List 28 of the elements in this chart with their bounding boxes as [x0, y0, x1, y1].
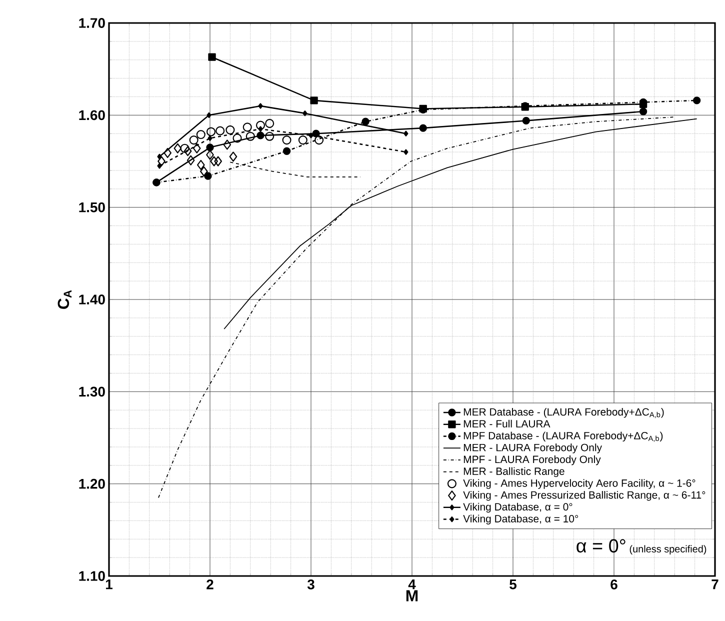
legend-label: Viking - Ames Hypervelocity Aero Facility, α ~ 1-6°	[463, 479, 696, 489]
legend-label: Viking Database, α = 0°	[463, 502, 572, 513]
y-tick-label: 1.50	[79, 202, 105, 212]
legend-label: Viking Database, α = 10°	[463, 514, 578, 524]
x-tick-label: 4	[408, 580, 416, 590]
y-tick-label: 1.40	[79, 294, 105, 304]
x-axis-title: M	[406, 590, 418, 602]
legend-label: Viking - Ames Pressurized Ballistic Range, α ~ 6-11°	[463, 491, 706, 501]
legend-label: MER - LAURA Forebody Only	[464, 444, 602, 454]
legend-label: MER - Full LAURA	[464, 420, 550, 428]
legend-label: MPF - LAURA Forebody Only	[464, 455, 601, 466]
x-tick-label: 5	[510, 580, 516, 590]
x-tick-label: 3	[307, 580, 314, 590]
legend-label: MPF Database - (LAURA Forebody+ΔC$_{A,b}$)	[464, 432, 663, 442]
y-tick-label: 1.30	[79, 386, 105, 397]
annotation: α = 0°	[576, 539, 626, 553]
x-tick-label: 7	[712, 580, 718, 590]
annotation: (unless specified)	[630, 545, 706, 554]
x-tick-label: 6	[610, 580, 618, 590]
y-axis-title: C$_{A}$	[58, 290, 72, 309]
x-tick-label: 1	[106, 580, 112, 590]
y-tick-label: 1.20	[79, 478, 105, 489]
y-tick-label: 1.10	[79, 571, 105, 581]
y-tick-label: 1.70	[79, 18, 105, 28]
y-tick-label: 1.60	[79, 110, 105, 120]
legend-label: MER Database - (LAURA Forebody+ΔC$_{A,b}$)	[464, 408, 664, 418]
legend-label: MER - Ballistic Range	[464, 467, 564, 478]
x-tick-label: 2	[206, 580, 214, 590]
